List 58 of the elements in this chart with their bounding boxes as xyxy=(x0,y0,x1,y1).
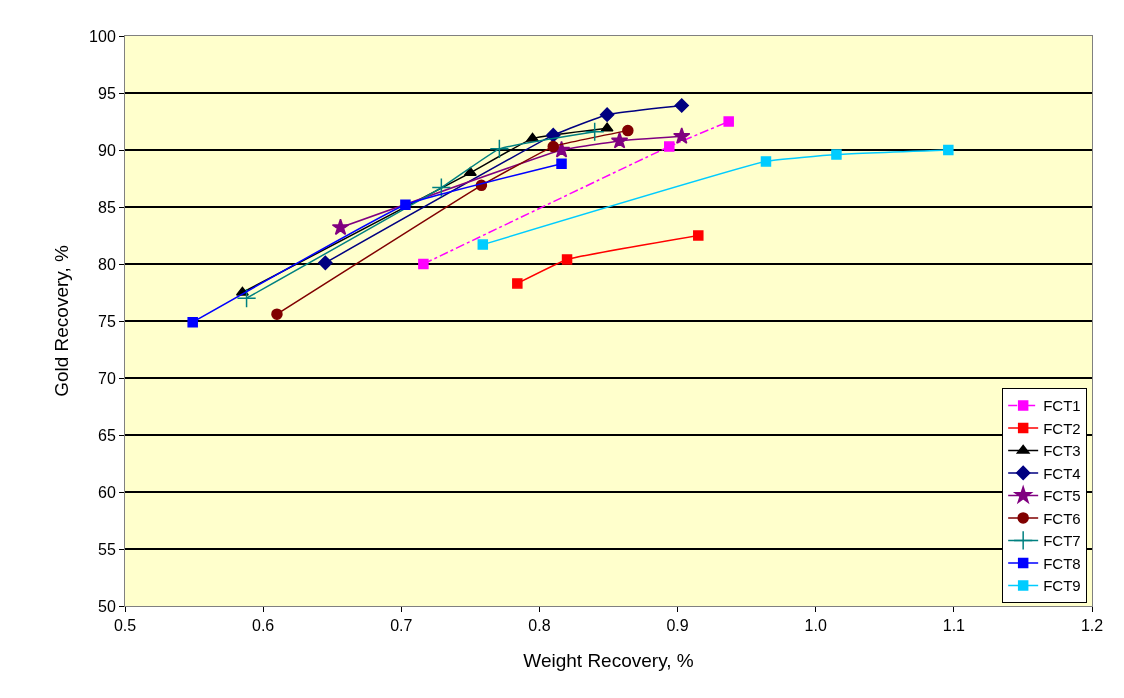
y-tick-label: 55 xyxy=(98,540,116,558)
point xyxy=(693,230,704,241)
x-tick-label: 1.2 xyxy=(1080,617,1104,635)
x-tick-label: 0.5 xyxy=(113,617,137,635)
legend-label: FCT7 xyxy=(1043,532,1081,550)
y-tick-label: 70 xyxy=(98,369,116,387)
point xyxy=(271,308,283,320)
point xyxy=(610,131,629,149)
point xyxy=(331,218,350,236)
point xyxy=(664,141,675,152)
point xyxy=(418,258,429,270)
point xyxy=(477,239,489,250)
point xyxy=(547,140,559,153)
x-tick-label: 0.8 xyxy=(528,617,551,635)
point xyxy=(561,254,573,265)
point xyxy=(672,127,691,144)
point xyxy=(400,199,411,210)
legend-label: FCT4 xyxy=(1043,464,1081,482)
point xyxy=(723,116,734,127)
y-tick-label: 95 xyxy=(98,84,116,102)
point xyxy=(584,121,605,142)
legend-label: FCT5 xyxy=(1043,487,1081,505)
point xyxy=(489,139,510,159)
y-tick-label: 60 xyxy=(98,483,116,501)
x-tick-label: 0.9 xyxy=(666,617,689,635)
legend-label: FCT6 xyxy=(1043,509,1081,527)
point xyxy=(236,288,257,309)
legend-label: FCT8 xyxy=(1043,554,1081,572)
x-tick-label: 1.0 xyxy=(804,617,827,635)
point xyxy=(760,156,772,167)
y-tick-label: 50 xyxy=(98,597,116,615)
x-tick-label: 0.6 xyxy=(252,617,275,635)
point xyxy=(431,177,452,198)
x-tick-label: 0.7 xyxy=(390,617,413,635)
y-axis-title: Gold Recovery, % xyxy=(50,245,72,397)
legend-label: FCT2 xyxy=(1043,419,1081,437)
point xyxy=(600,122,614,132)
legend-label: FCT3 xyxy=(1043,442,1081,460)
y-tick-label: 90 xyxy=(98,141,116,159)
point xyxy=(599,107,615,122)
point xyxy=(463,167,477,177)
point xyxy=(556,158,567,169)
point xyxy=(943,144,954,156)
point xyxy=(674,98,689,113)
x-axis-title: Weight Recovery, % xyxy=(523,650,694,671)
legend-label: FCT1 xyxy=(1043,397,1081,415)
point xyxy=(512,278,523,289)
y-tick-label: 75 xyxy=(98,312,116,330)
legend-label: FCT9 xyxy=(1043,577,1081,595)
point xyxy=(187,316,198,328)
y-tick-label: 85 xyxy=(98,198,116,216)
point xyxy=(831,149,842,160)
point xyxy=(318,255,333,271)
y-tick-label: 100 xyxy=(89,27,116,45)
y-tick-label: 65 xyxy=(98,426,116,444)
point xyxy=(622,124,634,137)
x-tick-label: 1.1 xyxy=(942,617,966,635)
y-tick-label: 80 xyxy=(98,255,116,273)
